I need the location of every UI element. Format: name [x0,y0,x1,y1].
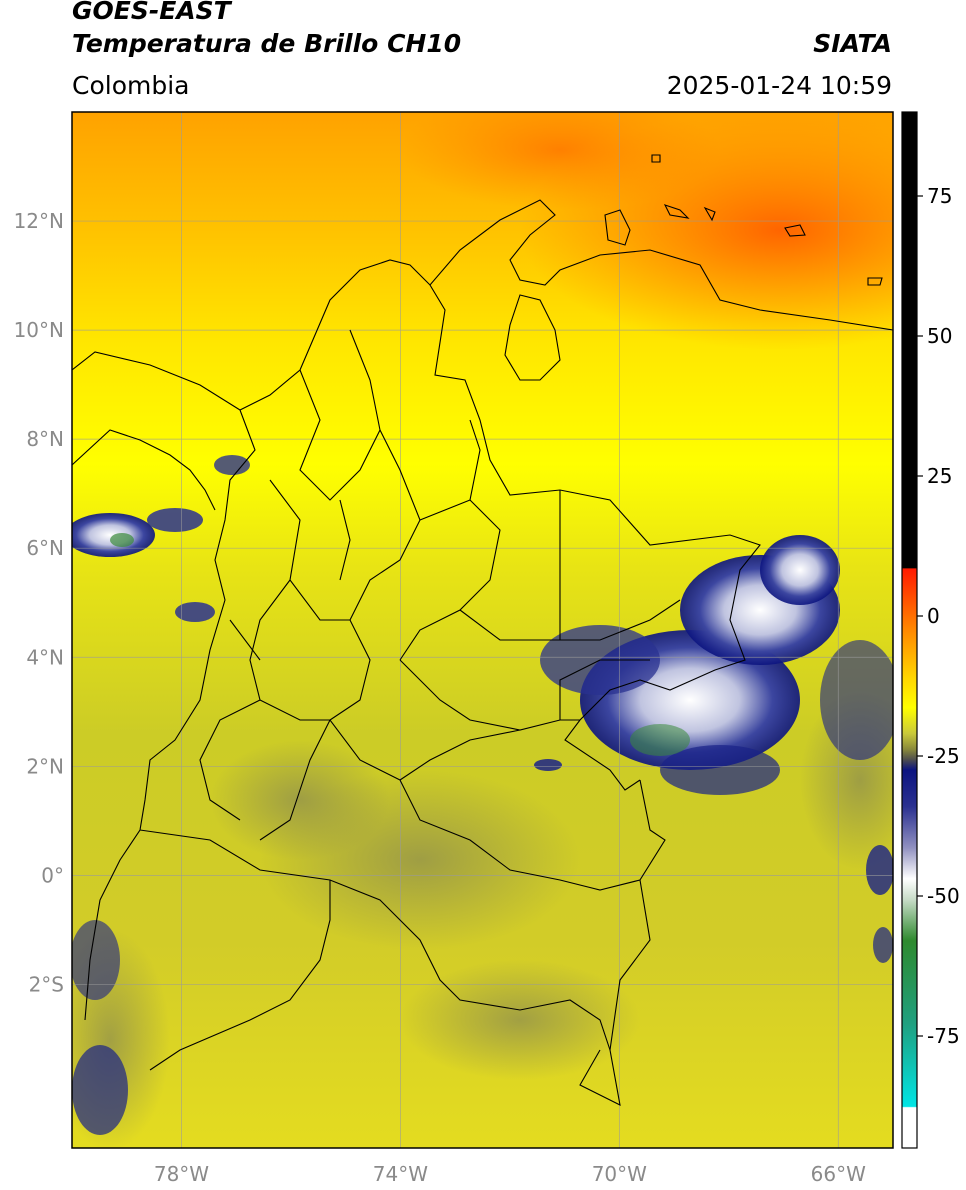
colorbar-tick-label: 0 [927,604,940,628]
lon-tick-label: 70°W [592,1162,647,1186]
graticule [72,112,893,1148]
colorbar-tick-label: -75 [927,1024,960,1048]
latitude-labels: 12°N 10°N 8°N 6°N 4°N 2°N 0° 2°S [14,209,64,996]
lon-tick-label: 66°W [811,1162,866,1186]
lat-tick-label: 4°N [26,645,64,669]
lon-tick-label: 78°W [154,1162,209,1186]
satellite-title: GOES-EAST [72,0,231,25]
lon-tick-label: 74°W [373,1162,428,1186]
colorbar-ticks: 75 50 25 0 -25 -50 -75 [917,184,960,1048]
product-title: Temperatura de Brillo CH10 [72,29,462,58]
lat-tick-label: 2°S [29,972,64,996]
lat-tick-label: 8°N [26,427,64,451]
map-frame [71,111,894,1149]
colorbar-tick-label: 25 [927,464,952,488]
coastlines-borders [72,154,893,1106]
lat-tick-label: 12°N [14,209,64,233]
lat-tick-label: 10°N [14,318,64,342]
region-label: Colombia [72,71,190,100]
lat-tick-label: 2°N [26,754,64,778]
datetime-label: 2025-01-24 10:59 [666,71,892,100]
colorbar-tick-label: 75 [927,184,952,208]
lat-tick-label: 0° [41,863,64,887]
colorbar-ramp [902,112,917,1148]
brightness-temperature-field [72,112,893,1148]
lat-tick-label: 6°N [26,536,64,560]
colorbar: 75 50 25 0 -25 -50 -75 [901,111,960,1149]
colorbar-tick-label: 50 [927,324,952,348]
colorbar-tick-label: -25 [927,744,960,768]
colorbar-tick-label: -50 [927,884,960,908]
colorbar-frame [901,111,918,1149]
organization-label: SIATA [813,29,892,58]
longitude-labels: 78°W 74°W 70°W 66°W [154,1162,866,1186]
